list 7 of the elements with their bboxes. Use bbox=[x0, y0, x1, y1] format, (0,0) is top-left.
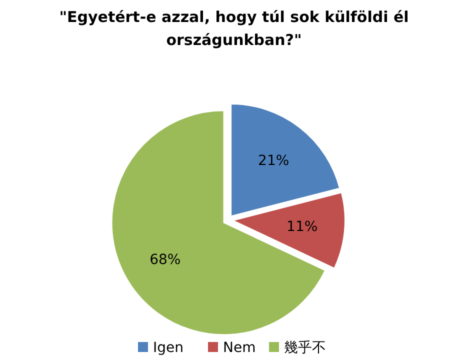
data-label: 21% bbox=[258, 153, 290, 170]
legend-label: 幾乎不 bbox=[284, 340, 326, 356]
legend-label: Igen bbox=[153, 340, 184, 356]
chart-title: "Egyetért-e azzal, hogy túl sok külföldi él országunkban?" bbox=[59, 8, 409, 49]
data-label: 11% bbox=[286, 219, 318, 236]
legend-label: Nem bbox=[223, 340, 256, 356]
data-label: 68% bbox=[150, 252, 181, 268]
